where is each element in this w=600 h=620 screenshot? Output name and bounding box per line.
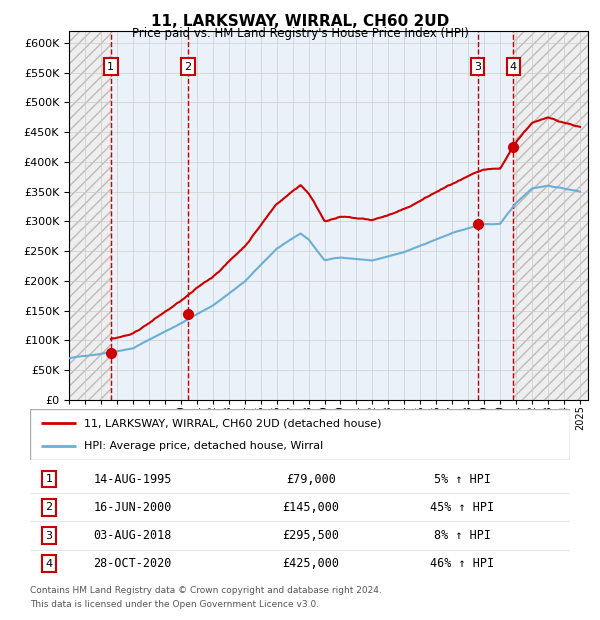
Text: 2: 2 — [46, 502, 52, 512]
Text: 45% ↑ HPI: 45% ↑ HPI — [430, 501, 494, 514]
Text: 3: 3 — [46, 531, 52, 541]
Text: £295,500: £295,500 — [283, 529, 340, 542]
Text: 5% ↑ HPI: 5% ↑ HPI — [433, 472, 491, 485]
Text: 16-JUN-2000: 16-JUN-2000 — [94, 501, 172, 514]
Text: 3: 3 — [474, 62, 481, 72]
Text: £425,000: £425,000 — [283, 557, 340, 570]
Text: 8% ↑ HPI: 8% ↑ HPI — [433, 529, 491, 542]
Text: 28-OCT-2020: 28-OCT-2020 — [94, 557, 172, 570]
Text: Price paid vs. HM Land Registry's House Price Index (HPI): Price paid vs. HM Land Registry's House … — [131, 27, 469, 40]
Text: 14-AUG-1995: 14-AUG-1995 — [94, 472, 172, 485]
Bar — [478, 31, 514, 400]
Text: £145,000: £145,000 — [283, 501, 340, 514]
Text: 03-AUG-2018: 03-AUG-2018 — [94, 529, 172, 542]
Text: 11, LARKSWAY, WIRRAL, CH60 2UD (detached house): 11, LARKSWAY, WIRRAL, CH60 2UD (detached… — [84, 418, 382, 428]
Text: 4: 4 — [510, 62, 517, 72]
Text: Contains HM Land Registry data © Crown copyright and database right 2024.: Contains HM Land Registry data © Crown c… — [30, 586, 382, 595]
Text: 46% ↑ HPI: 46% ↑ HPI — [430, 557, 494, 570]
FancyBboxPatch shape — [30, 409, 570, 460]
Bar — [188, 31, 478, 400]
Text: 2: 2 — [185, 62, 191, 72]
Text: £79,000: £79,000 — [286, 472, 336, 485]
Text: 4: 4 — [46, 559, 52, 569]
Text: 1: 1 — [107, 62, 114, 72]
Text: 11, LARKSWAY, WIRRAL, CH60 2UD: 11, LARKSWAY, WIRRAL, CH60 2UD — [151, 14, 449, 29]
Bar — [111, 31, 188, 400]
Text: This data is licensed under the Open Government Licence v3.0.: This data is licensed under the Open Gov… — [30, 600, 319, 609]
Text: HPI: Average price, detached house, Wirral: HPI: Average price, detached house, Wirr… — [84, 441, 323, 451]
Text: 1: 1 — [46, 474, 52, 484]
